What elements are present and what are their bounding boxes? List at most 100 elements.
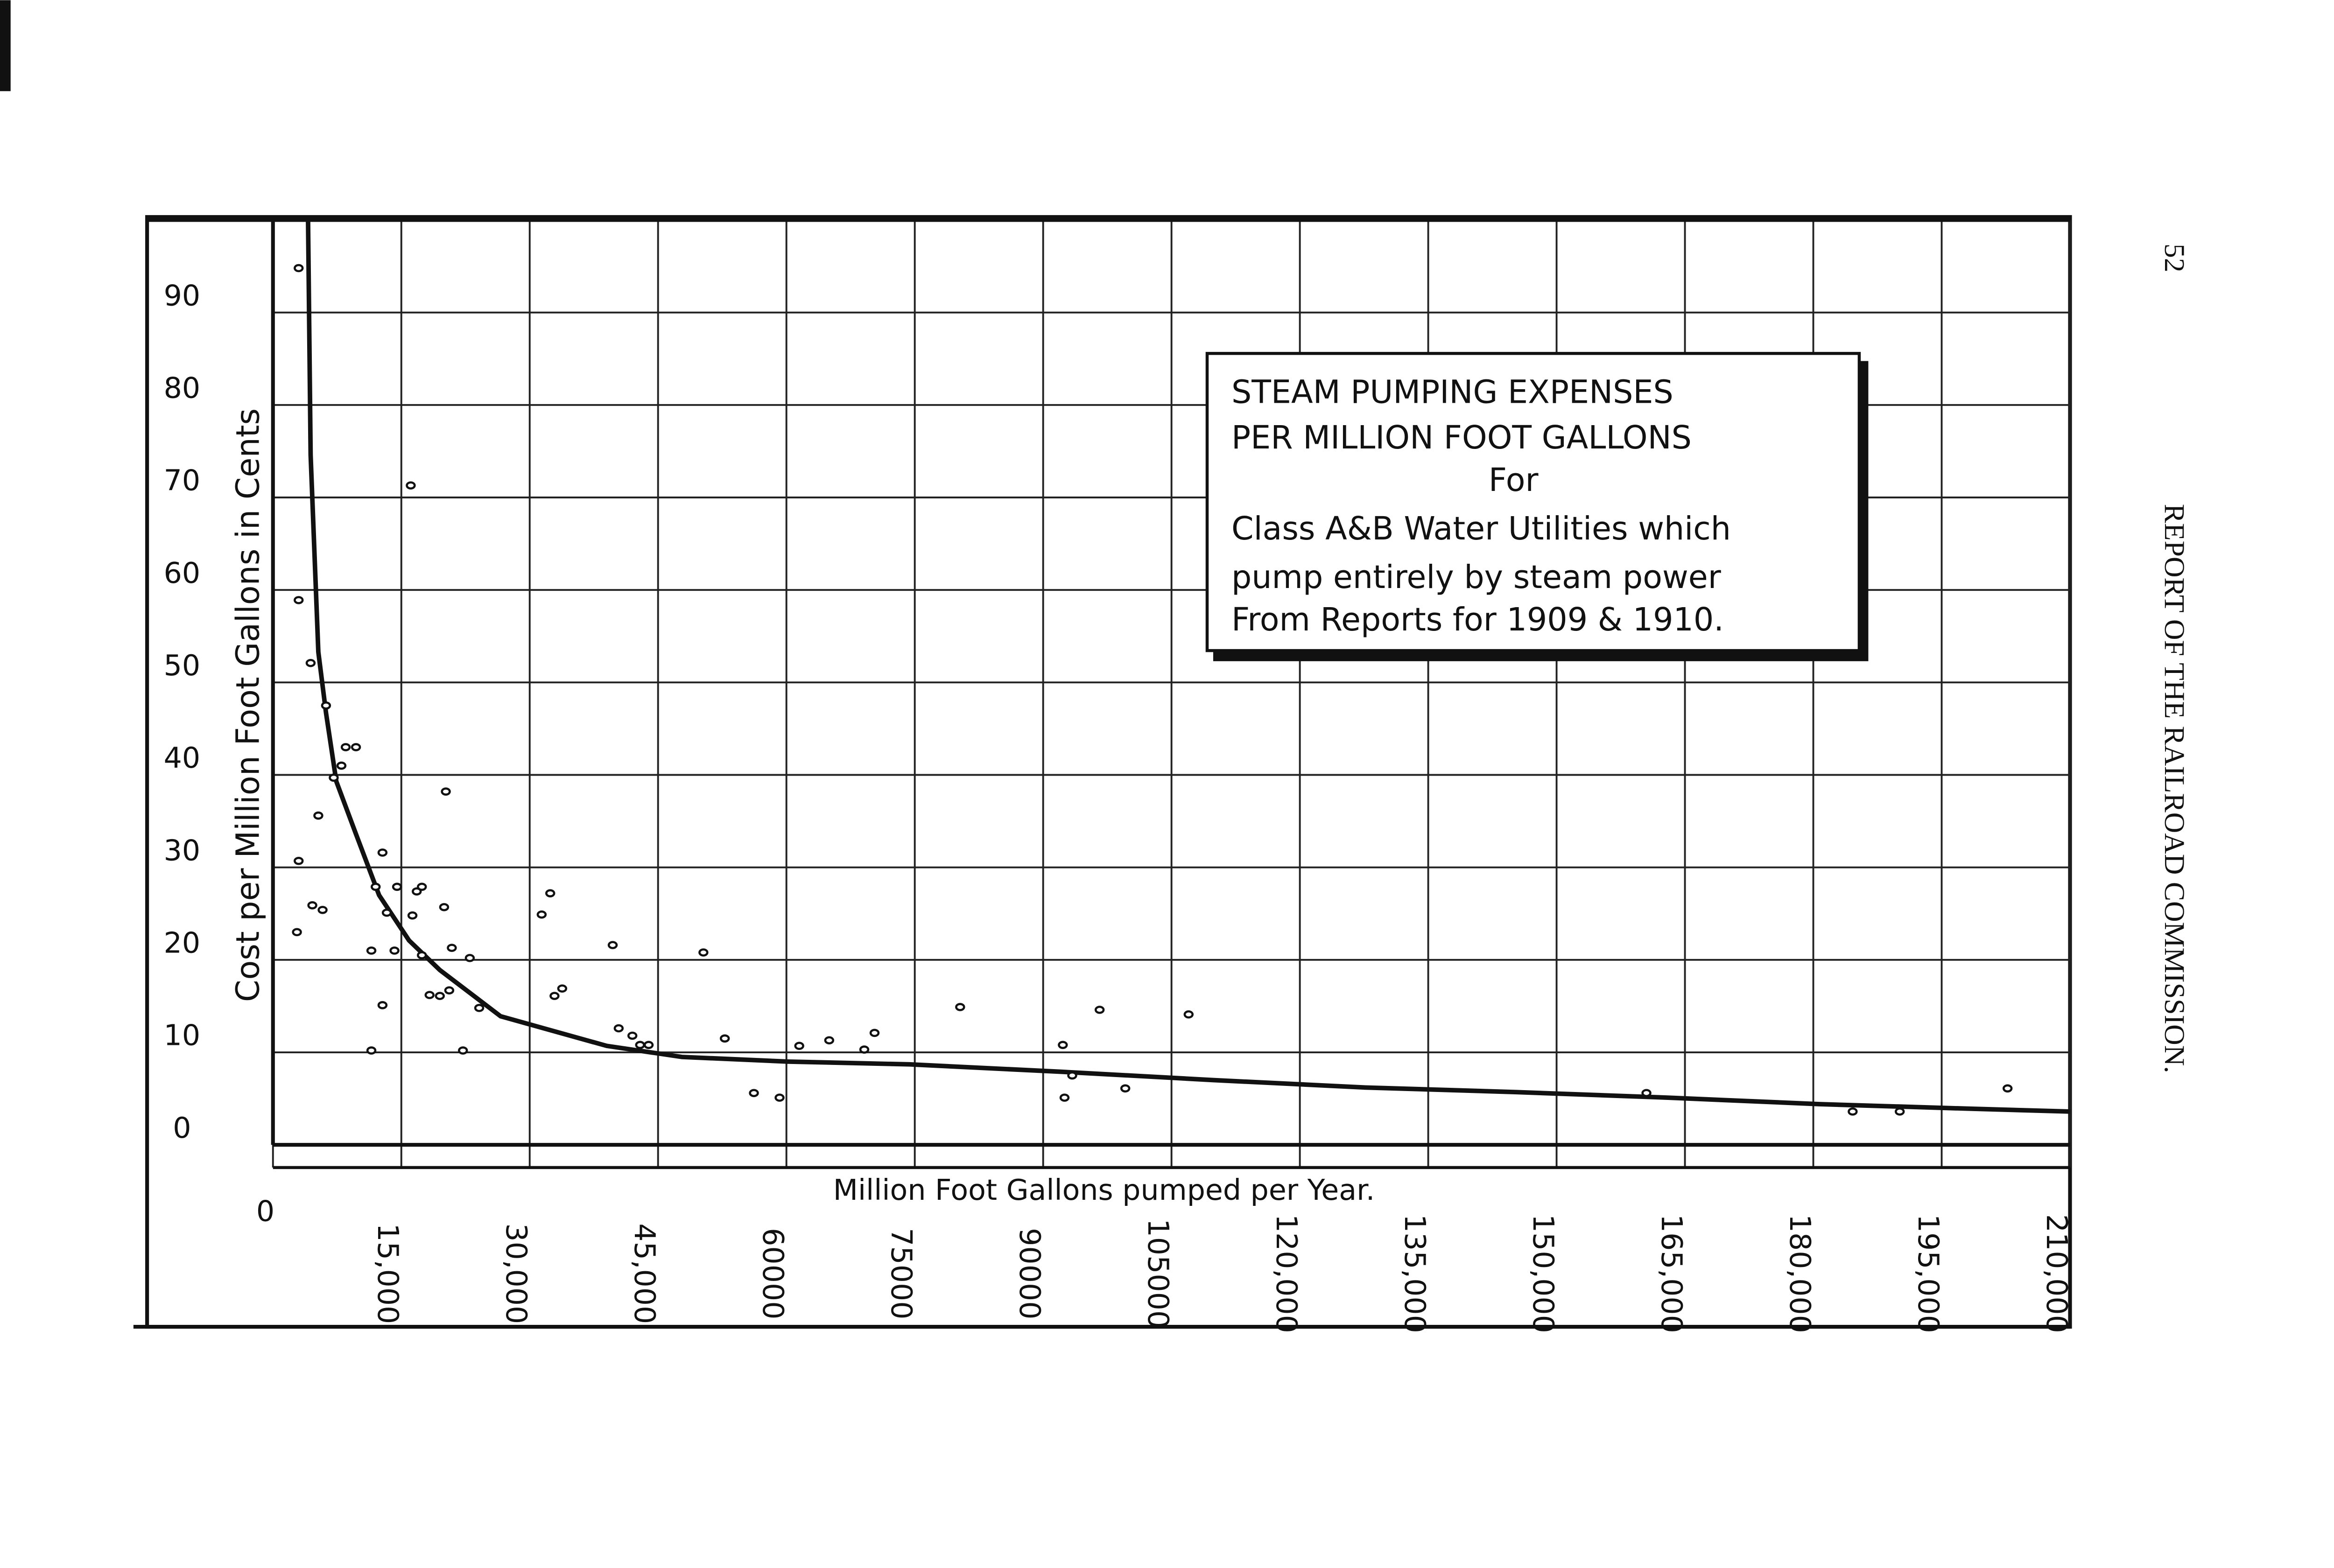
data-point: [1894, 1107, 1905, 1116]
data-point: [869, 1029, 880, 1037]
x-tick-label: 30,000: [499, 1223, 533, 1324]
data-point: [377, 1001, 388, 1009]
x-tick-label: 105000: [1141, 1219, 1175, 1329]
data-point: [1067, 1071, 1077, 1080]
data-point: [474, 1004, 485, 1012]
y-tick-label: 80: [164, 371, 201, 405]
data-point: [464, 954, 475, 962]
subtitle-line: Class A&B Water Utilities which: [1231, 511, 1731, 547]
box: [1205, 352, 1861, 652]
data-point: [635, 1041, 645, 1049]
data-point: [557, 984, 568, 993]
running-header: REPORT OF THE RAILROAD COMMISSION.: [2158, 504, 2190, 1073]
data-point: [2002, 1084, 2013, 1093]
data-point: [294, 857, 304, 865]
data-point: [371, 882, 381, 891]
subtitle-line: pump entirely by steam power: [1231, 559, 1722, 596]
data-point: [1641, 1089, 1652, 1097]
subtitle-line: For: [1489, 462, 1539, 499]
data-point: [305, 658, 316, 667]
data-point: [294, 264, 304, 273]
data-point: [627, 1031, 638, 1040]
x-tick-label: 45,000: [628, 1223, 661, 1324]
data-point: [444, 986, 455, 995]
data-point: [1058, 1041, 1068, 1049]
data-point: [407, 911, 418, 920]
y-tick-label: 70: [164, 464, 201, 497]
data-point: [719, 1034, 730, 1043]
y-tick-label: 20: [164, 926, 201, 959]
x-tick-label: 0: [256, 1194, 274, 1228]
data-point: [774, 1093, 785, 1102]
x-tick-label: 135,000: [1398, 1214, 1432, 1333]
data-point: [389, 946, 400, 955]
data-point: [294, 596, 304, 604]
data-point: [392, 882, 402, 891]
data-point: [417, 882, 427, 891]
data-point: [824, 1036, 835, 1045]
data-point: [1059, 1093, 1070, 1102]
data-point: [1848, 1107, 1858, 1116]
y-tick-label: 60: [164, 556, 201, 590]
data-point: [545, 889, 555, 897]
data-point: [381, 909, 392, 917]
data-point: [351, 743, 361, 751]
data-point: [955, 1003, 965, 1011]
data-point: [794, 1042, 804, 1050]
data-point: [439, 903, 450, 911]
data-point: [340, 743, 351, 751]
y-tick-label: 90: [164, 279, 201, 312]
x-tick-label: 195,000: [1912, 1214, 1945, 1333]
data-point: [366, 1046, 377, 1055]
data-point: [435, 992, 445, 1000]
y-tick-label: 30: [164, 833, 201, 867]
data-point: [292, 928, 302, 937]
x-tick-label: 180,000: [1783, 1214, 1817, 1333]
data-point: [321, 701, 331, 710]
data-point: [366, 946, 377, 955]
data-point: [643, 1041, 654, 1049]
data-point: [607, 941, 618, 949]
data-point: [441, 787, 451, 796]
subtitle-line: From Reports for 1909 & 1910.: [1231, 602, 1724, 638]
data-point: [613, 1024, 624, 1033]
x-tick-label: 15,000: [371, 1223, 405, 1324]
fitted-curve: [306, 220, 2070, 1114]
data-point: [417, 951, 427, 959]
data-point: [1120, 1084, 1131, 1093]
data-point: [698, 948, 709, 957]
data-point: [424, 991, 435, 999]
x-axis-label: Million Foot Gallons pumped per Year.: [833, 1173, 1375, 1207]
data-point: [313, 811, 323, 820]
x-tick-label: 120,000: [1270, 1214, 1303, 1333]
x-tick-label: 75000: [885, 1228, 918, 1319]
data-point: [1183, 1010, 1194, 1019]
x-tick-label: 165,000: [1655, 1214, 1688, 1333]
x-tick-label: 210,000: [2040, 1214, 2074, 1333]
data-point: [447, 944, 457, 952]
data-point: [458, 1046, 468, 1055]
data-point: [536, 910, 547, 919]
x-tick-label: 60000: [756, 1228, 790, 1319]
data-point: [749, 1089, 759, 1097]
x-tick-label: 150,000: [1526, 1214, 1560, 1333]
y-tick-label: 50: [164, 649, 201, 682]
data-point: [336, 761, 347, 770]
data-point: [406, 481, 416, 490]
y-axis-label: Cost per Million Foot Gallons in Cents: [230, 408, 267, 1002]
y-tick-label: 10: [164, 1019, 201, 1052]
y-tick-label: 0: [173, 1111, 191, 1145]
x-tick-label: 90000: [1013, 1228, 1047, 1319]
data-point: [859, 1045, 870, 1054]
data-point: [377, 848, 388, 857]
data-point: [307, 901, 317, 910]
scan-edge: [0, 0, 11, 91]
data-point: [317, 906, 328, 914]
data-point: [549, 992, 560, 1000]
page-number: 52: [2158, 244, 2190, 273]
title-line: STEAM PUMPING EXPENSES: [1231, 374, 1673, 411]
data-point: [329, 773, 339, 782]
